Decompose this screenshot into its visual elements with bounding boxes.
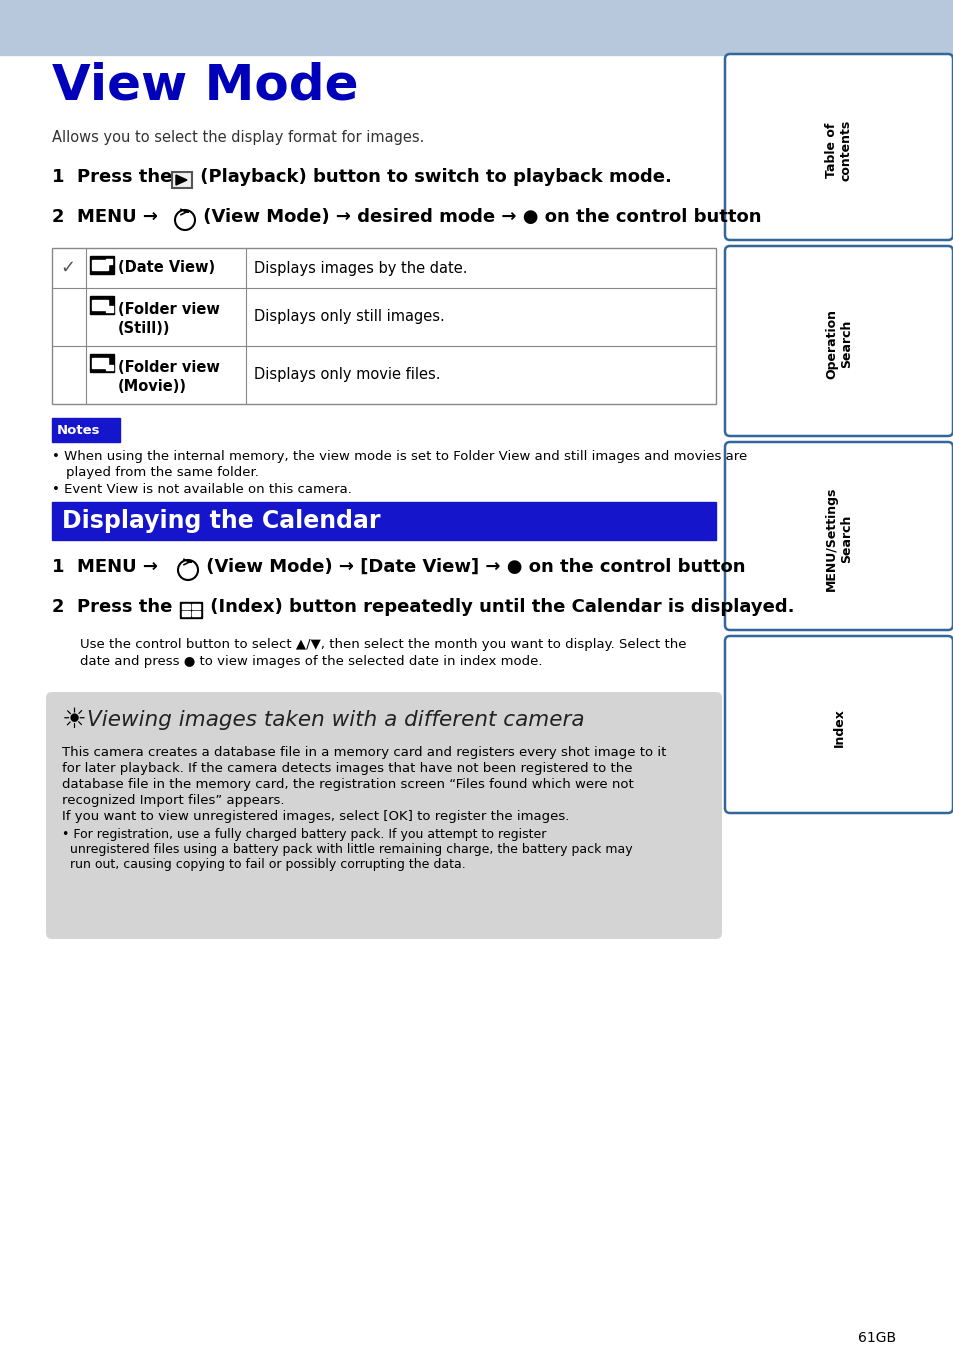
Text: 1  MENU →: 1 MENU → [52,559,164,576]
Bar [90,256,113,274]
Text: (Playback) button to switch to playback mode.: (Playback) button to switch to playback … [193,168,671,186]
Text: Allows you to select the display format for images.: Allows you to select the display format … [52,130,424,145]
Text: database file in the memory card, the registration screen “Files found which wer: database file in the memory card, the re… [62,778,633,791]
Bar [90,296,113,314]
Bar [192,604,200,609]
Text: (Folder view
(Still)): (Folder view (Still)) [118,303,219,335]
Polygon shape [175,175,187,185]
Text: This camera creates a database file in a memory card and registers every shot im: This camera creates a database file in a… [62,746,666,758]
Text: for later playback. If the camera detects images that have not been registered t: for later playback. If the camera detect… [62,763,632,775]
Text: • When using the internal memory, the view mode is set to Folder View and still : • When using the internal memory, the vi… [52,450,746,463]
Text: Displaying the Calendar: Displaying the Calendar [62,509,380,533]
Bar [52,248,716,404]
Bar [0,0,953,55]
FancyBboxPatch shape [724,442,952,630]
Bar [172,172,192,188]
Text: 1  Press the: 1 Press the [52,168,178,186]
Bar [91,359,108,368]
Text: (View Mode) → [Date View] → ● on the control button: (View Mode) → [Date View] → ● on the con… [200,559,744,576]
Text: ✓: ✓ [60,259,75,277]
Bar [90,355,113,372]
Text: ☀: ☀ [62,706,87,734]
Text: If you want to view unregistered images, select [OK] to register the images.: If you want to view unregistered images,… [62,810,569,823]
Bar [182,604,190,609]
Bar [91,260,108,270]
Text: run out, causing copying to fail or possibly corrupting the data.: run out, causing copying to fail or poss… [62,858,469,871]
Bar [180,602,202,617]
Text: • Event View is not available on this camera.: • Event View is not available on this ca… [52,483,352,496]
Bar [52,418,120,442]
Text: 61GB: 61GB [857,1331,895,1344]
Bar [106,366,112,370]
Text: MENU/Settings
Search: MENU/Settings Search [824,487,852,591]
Text: recognized Import files” appears.: recognized Import files” appears. [62,794,284,806]
FancyBboxPatch shape [724,53,952,240]
Text: Viewing images taken with a different camera: Viewing images taken with a different ca… [87,711,584,730]
Bar [182,611,190,616]
Text: Index: Index [832,708,844,747]
Text: unregistered files using a battery pack with little remaining charge, the batter: unregistered files using a battery pack … [62,843,636,856]
FancyBboxPatch shape [724,637,952,813]
Text: Use the control button to select ▲/▼, then select the month you want to display.: Use the control button to select ▲/▼, th… [80,638,686,652]
Bar [192,611,200,616]
Text: Displays images by the date.: Displays images by the date. [253,260,467,275]
Text: (Index) button repeatedly until the Calendar is displayed.: (Index) button repeatedly until the Cale… [204,598,794,616]
Text: (View Mode) → desired mode → ● on the control button: (View Mode) → desired mode → ● on the co… [196,208,760,226]
Text: Notes: Notes [57,423,100,437]
Text: (Date View): (Date View) [118,260,214,275]
Text: played from the same folder.: played from the same folder. [66,465,258,479]
Text: Operation
Search: Operation Search [824,309,852,379]
Text: Displays only still images.: Displays only still images. [253,309,444,324]
Bar [106,307,112,312]
Text: (Folder view
(Movie)): (Folder view (Movie)) [118,360,219,394]
Text: View Mode: View Mode [52,62,358,110]
Text: • For registration, use a fully charged battery pack. If you attempt to register: • For registration, use a fully charged … [62,828,550,841]
Text: 2  MENU →: 2 MENU → [52,208,164,226]
Bar [52,502,716,539]
Bar [91,300,108,309]
Text: Displays only movie files.: Displays only movie files. [253,367,440,382]
FancyBboxPatch shape [724,246,952,435]
Bar [106,259,112,264]
Text: date and press ● to view images of the selected date in index mode.: date and press ● to view images of the s… [80,654,542,668]
Text: Table of
contents: Table of contents [824,119,852,181]
Text: 2  Press the: 2 Press the [52,598,178,616]
FancyBboxPatch shape [46,691,721,939]
